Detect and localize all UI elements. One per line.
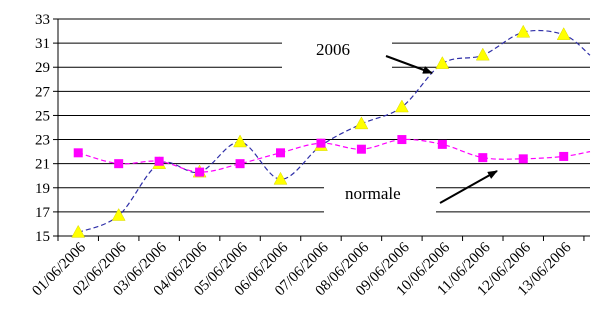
annotation-2006-label: 2006 xyxy=(316,40,350,59)
y-tick-label: 33 xyxy=(35,12,50,28)
y-tick-label: 23 xyxy=(35,133,50,149)
data-point-square xyxy=(559,151,569,161)
data-point-square xyxy=(356,144,366,154)
data-point-square xyxy=(518,154,528,164)
y-tick-label: 21 xyxy=(35,157,50,173)
data-point-square xyxy=(276,148,286,158)
y-tick-label: 15 xyxy=(35,229,50,245)
y-tick-label: 29 xyxy=(35,60,50,76)
annotation-normale-arrow xyxy=(439,170,498,204)
data-point-square xyxy=(154,156,164,166)
data-point-triangle xyxy=(354,116,369,130)
data-point-square xyxy=(437,139,447,149)
data-point-square xyxy=(235,159,245,169)
data-point-square xyxy=(397,135,407,145)
annotations: 2006 normale xyxy=(282,28,498,214)
y-tick-label: 27 xyxy=(35,84,51,100)
data-point-triangle xyxy=(273,171,288,185)
y-tick-label: 19 xyxy=(35,181,50,197)
y-tick-label: 31 xyxy=(35,36,50,52)
annotation-2006-mask xyxy=(282,28,392,72)
annotation-normale-label: normale xyxy=(345,184,401,203)
annotation-2006-arrow xyxy=(385,55,433,74)
data-point-triangle xyxy=(71,224,86,238)
data-point-square xyxy=(316,138,326,148)
series-group xyxy=(71,24,591,238)
data-point-square xyxy=(73,148,83,158)
annotation-normale-mask xyxy=(324,176,436,214)
series-line-2006 xyxy=(77,29,591,233)
y-tick-label: 17 xyxy=(35,205,51,221)
data-point-triangle xyxy=(111,207,126,221)
data-point-square xyxy=(478,153,488,163)
data-point-triangle xyxy=(556,27,571,40)
data-point-square xyxy=(114,159,124,169)
data-point-triangle xyxy=(435,56,450,69)
data-point-triangle xyxy=(475,47,490,61)
data-point-triangle xyxy=(516,24,531,38)
data-point-triangle xyxy=(394,99,409,113)
data-point-square xyxy=(195,167,205,177)
data-point-triangle xyxy=(233,134,247,148)
y-tick-label: 25 xyxy=(35,108,50,124)
gridlines xyxy=(58,18,590,213)
